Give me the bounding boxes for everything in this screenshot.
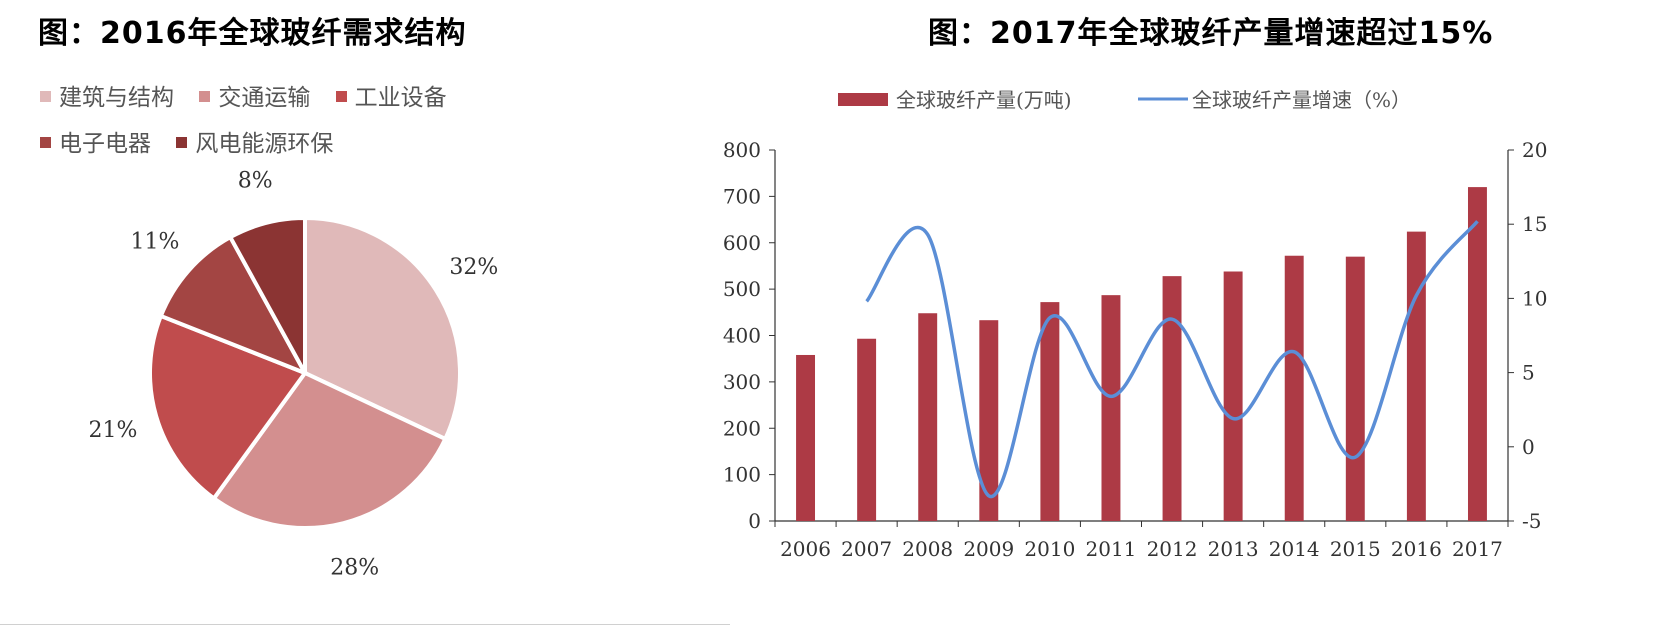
right-y-tick-label: 10 [1522,286,1547,310]
bar [918,313,938,521]
legend-swatch [40,91,51,102]
right-y-tick-label: 5 [1522,361,1535,385]
bar [857,338,877,521]
left-chart-title: 图：2016年全球玻纤需求结构 [38,16,467,51]
left-y-tick-label: 500 [723,277,761,301]
bar [979,320,999,521]
bar [1101,295,1121,521]
pie-legend-item: 建筑与结构 [40,78,174,112]
divider-line [0,624,730,625]
pie-legend-item: 电子电器 [40,124,151,158]
left-y-tick-label: 700 [723,184,761,208]
pie-legend-item: 风电能源环保 [176,124,333,158]
bar [796,354,816,521]
pie-slice [211,370,448,530]
bar [1040,302,1060,521]
right-chart-title: 图：2017年全球玻纤产量增速超过15% [928,16,1494,51]
right-y-tick-label: 15 [1522,212,1547,236]
left-y-tick-label: 400 [723,324,761,348]
pie-slice [303,215,462,442]
legend-bar-label: 全球玻纤产量(万吨) [896,88,1072,112]
right-y-tick-label: -5 [1522,509,1541,533]
bar [1406,231,1426,521]
legend-swatch [176,137,188,148]
x-tick-label: 2012 [1147,537,1198,561]
pie-slice-label: 21% [88,418,137,443]
pie-legend-item: 交通运输 [199,78,310,112]
legend-label: 建筑与结构 [59,85,174,111]
pie-slice [148,313,309,502]
growth-line [865,220,1479,498]
legend-swatch [199,91,211,102]
x-tick-label: 2007 [841,537,892,561]
pie-legend-row-2: 电子电器 风电能源环保 [40,124,351,158]
left-y-tick-label: 200 [723,416,761,440]
legend-label: 交通运输 [218,85,311,111]
pie-slice [158,234,310,377]
right-y-tick-label: 20 [1522,138,1547,162]
left-y-tick-label: 100 [723,463,761,487]
legend-label: 电子电器 [59,131,151,157]
legend-bar-swatch [838,93,888,106]
x-tick-label: 2014 [1269,537,1320,561]
left-y-tick-label: 600 [723,231,761,255]
bar [1162,276,1182,521]
legend-swatch [40,137,51,148]
legend-label: 风电能源环保 [195,131,334,157]
legend-swatch [335,91,347,102]
x-tick-label: 2015 [1330,537,1381,561]
left-y-tick-label: 0 [748,509,761,533]
pie-legend-row-1: 建筑与结构 交通运输 工业设备 [40,78,465,112]
right-y-tick-label: 0 [1522,435,1535,459]
x-tick-label: 2010 [1024,537,1075,561]
bar [1467,187,1487,521]
left-y-tick-label: 300 [723,370,761,394]
bar [1284,255,1304,522]
bar [1345,256,1365,521]
left-y-tick-label: 800 [723,138,761,162]
x-tick-label: 2009 [963,537,1014,561]
pie-slice-label: 32% [449,255,498,280]
x-tick-label: 2013 [1208,537,1259,561]
x-tick-label: 2008 [902,537,953,561]
pie-slice-label: 28% [330,556,379,581]
bar [1223,271,1243,521]
pie-slice-label: 11% [131,230,180,255]
x-tick-label: 2017 [1452,537,1503,561]
combo-legend: 全球玻纤产量(万吨) 全球玻纤产量增速（%） [838,88,1411,112]
pie-legend-item: 工业设备 [335,78,447,112]
pie-chart: 32% 28% 21% 11% 8% [88,168,498,581]
x-tick-label: 2016 [1391,537,1442,561]
x-tick-label: 2006 [780,537,831,561]
pie-slice-label: 8% [238,168,273,193]
x-tick-label: 2011 [1086,537,1137,561]
pie-slice [227,215,307,374]
legend-line-label: 全球玻纤产量增速（%） [1192,88,1411,112]
bar-line-chart: 全球玻纤产量(万吨) 全球玻纤产量增速（%）0100200300400500600… [723,88,1548,561]
legend-label: 工业设备 [354,85,447,111]
